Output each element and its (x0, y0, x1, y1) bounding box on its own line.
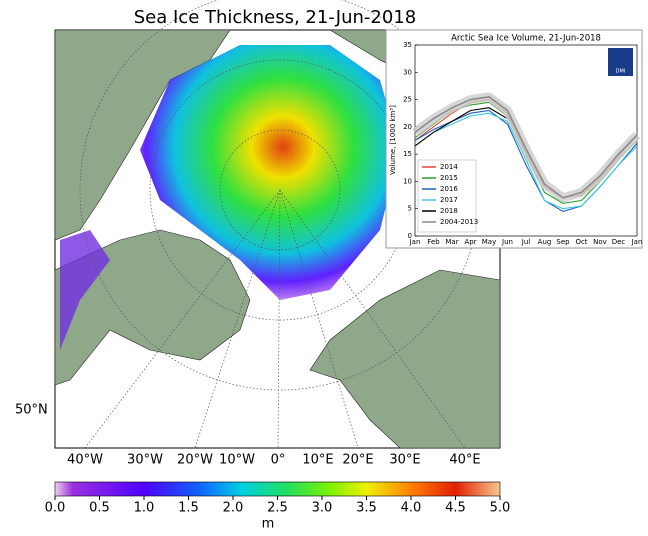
lon-label: 10°W (219, 453, 255, 468)
x-tick-label: Nov (593, 238, 607, 246)
y-axis-label: Volume, [1000 km³] (389, 105, 397, 175)
lon-label: 10°E (302, 453, 333, 468)
x-tick-label: Sep (556, 238, 570, 246)
lon-label: 30°E (389, 453, 420, 468)
legend (417, 159, 477, 233)
colorbar-tick-label: 3.5 (356, 501, 377, 516)
legend-label: 2016 (440, 185, 458, 193)
y-tick-label: 20 (403, 123, 412, 131)
colorbar (54, 481, 501, 497)
land (309, 269, 501, 449)
x-tick-label: Oct (575, 238, 587, 246)
logo-text: DMI (616, 69, 626, 75)
legend-label: 2018 (440, 207, 458, 215)
lon-label: 20°W (177, 453, 213, 468)
x-tick-label: Feb (427, 238, 440, 246)
colorbar-label: m (262, 517, 275, 532)
x-tick-label: Aug (538, 238, 552, 246)
inset-title: Arctic Sea Ice Volume, 21-Jun-2018 (451, 34, 601, 44)
y-tick-label: 5 (408, 205, 412, 213)
sea-ice (60, 230, 110, 350)
y-tick-label: 10 (403, 177, 412, 185)
legend-label: 2017 (440, 196, 458, 204)
colorbar-tick-label: 3.0 (312, 501, 333, 516)
y-tick-label: 25 (403, 96, 412, 104)
colorbar-tick-label: 1.5 (178, 501, 199, 516)
x-tick-label: May (482, 238, 496, 246)
x-tick-label: Jan (409, 238, 421, 246)
lon-label: 20°E (342, 453, 373, 468)
lon-label: 0° (271, 453, 286, 468)
x-tick-label: Dec (612, 238, 626, 246)
x-tick-label: Mar (445, 238, 458, 246)
colorbar-tick-label: 2.5 (267, 501, 288, 516)
y-tick-label: 30 (403, 68, 412, 76)
legend-label: 2014 (440, 163, 458, 171)
x-tick-label: Jan (631, 238, 643, 246)
line (414, 112, 638, 210)
y-tick-label: 15 (403, 150, 412, 158)
colorbar-tick-label: 4.5 (445, 501, 466, 516)
colorbar-tick-label: 1.0 (134, 501, 155, 516)
sea-ice (140, 45, 400, 300)
lat-label: 50°N (15, 403, 48, 418)
x-tick-label: Jul (521, 238, 531, 246)
legend-label: 2004-2013 (440, 218, 478, 226)
x-tick-label: Apr (464, 238, 476, 246)
x-tick-label: Jun (501, 238, 513, 246)
colorbar-tick-label: 2.0 (223, 501, 244, 516)
colorbar-tick-label: 0.0 (45, 501, 66, 516)
land (54, 29, 231, 241)
lon-label: 40°W (67, 453, 103, 468)
y-tick-label: 0 (408, 232, 412, 240)
legend-label: 2015 (440, 174, 458, 182)
lon-label: 40°E (449, 453, 480, 468)
title: Sea Ice Thickness, 21-Jun-2018 (134, 7, 417, 28)
colorbar-tick-label: 4.0 (401, 501, 422, 516)
colorbar-tick-label: 0.5 (89, 501, 110, 516)
lon-label: 30°W (127, 453, 163, 468)
line (414, 107, 508, 147)
colorbar-tick-label: 5.0 (490, 501, 511, 516)
logo (608, 48, 633, 76)
land (54, 229, 251, 386)
line (414, 96, 638, 199)
y-tick-label: 35 (403, 41, 412, 49)
